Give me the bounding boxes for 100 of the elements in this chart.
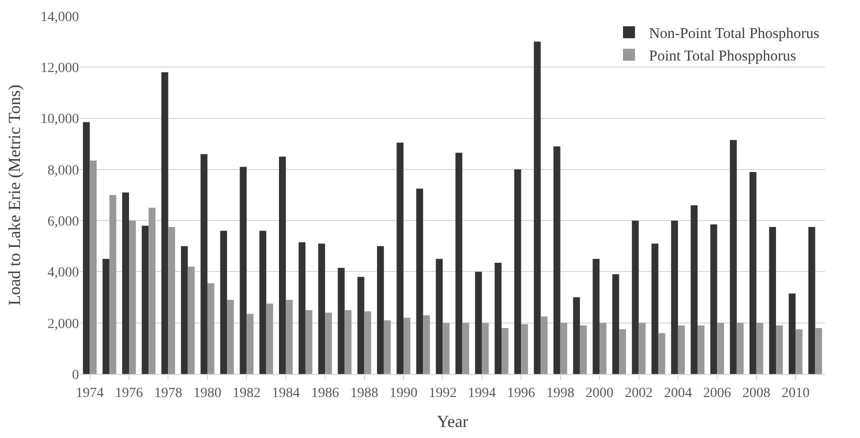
- legend-label: Point Total Phospphorus: [649, 48, 796, 65]
- bar: [180, 246, 188, 374]
- bar: [148, 208, 156, 374]
- bar: [698, 325, 704, 374]
- x-tick-label: 1978: [154, 386, 182, 401]
- bar: [750, 172, 756, 374]
- bar: [142, 226, 149, 374]
- bar: [227, 300, 234, 374]
- x-tick-label: 2008: [742, 386, 770, 401]
- bar: [580, 325, 587, 374]
- y-tick-label: 8,000: [48, 163, 79, 178]
- bar: [161, 72, 168, 374]
- bar: [632, 220, 639, 374]
- x-tick-label: 2006: [703, 386, 732, 401]
- bar: [364, 311, 372, 374]
- bar: [82, 122, 90, 374]
- bar: [220, 230, 228, 374]
- x-tick-label: 1988: [350, 386, 378, 401]
- bar: [207, 283, 214, 374]
- x-tick-label: 1984: [272, 386, 300, 401]
- bar: [168, 226, 176, 374]
- y-tick-label: 10,000: [40, 112, 79, 128]
- bar: [494, 262, 502, 374]
- bar: [403, 318, 410, 374]
- bar: [305, 310, 312, 374]
- x-tick-label: 1976: [115, 386, 144, 401]
- bar: [651, 244, 658, 374]
- bar: [612, 274, 620, 374]
- y-tick-label: 6,000: [48, 214, 79, 230]
- bar: [592, 258, 600, 374]
- bar: [298, 242, 306, 374]
- bar: [109, 195, 116, 374]
- bar: [455, 152, 462, 374]
- bar: [259, 230, 266, 374]
- bar: [475, 272, 482, 374]
- bar: [396, 142, 404, 374]
- bar: [278, 156, 286, 374]
- bar: [240, 166, 247, 374]
- bar: [796, 329, 802, 374]
- bar: [188, 266, 195, 374]
- y-tick-label: 14,000: [40, 10, 79, 25]
- bar: [808, 226, 816, 374]
- bar: [671, 220, 678, 374]
- bar: [90, 160, 97, 374]
- bar: [502, 328, 508, 374]
- x-tick-label: 2010: [782, 386, 810, 401]
- bar: [462, 322, 470, 374]
- x-tick-label: 1986: [311, 386, 340, 401]
- x-tick-label: 1974: [76, 386, 104, 401]
- bar: [534, 42, 541, 374]
- bar: [521, 324, 528, 374]
- x-tick-label: 1998: [546, 386, 574, 401]
- bar: [266, 304, 274, 374]
- x-tick-label: 1994: [468, 386, 496, 401]
- bar: [710, 224, 718, 374]
- bar: [658, 333, 666, 374]
- bar: [540, 316, 548, 374]
- x-tick-label: 2002: [624, 386, 653, 401]
- x-tick-label: 1992: [428, 386, 457, 401]
- bar: [815, 328, 822, 374]
- bar: [318, 244, 326, 374]
- x-tick-label: 1980: [193, 386, 222, 401]
- x-tick-label: 1996: [507, 386, 536, 401]
- legend-label: Non-Point Total Phosphorus: [649, 26, 820, 42]
- bar: [619, 329, 626, 374]
- bar: [325, 312, 332, 374]
- x-tick-label: 2000: [586, 386, 614, 401]
- y-tick-label: 4,000: [48, 266, 79, 281]
- y-tick-label: 2,000: [48, 316, 79, 332]
- bar: [122, 192, 130, 374]
- bar: [442, 322, 450, 374]
- x-axis-title: Year: [436, 412, 468, 432]
- x-tick-label: 1990: [389, 386, 418, 401]
- bar: [357, 276, 364, 374]
- bar: [638, 322, 646, 374]
- bar: [600, 322, 606, 374]
- bar: [200, 154, 208, 374]
- bar: [769, 226, 776, 374]
- bar: [776, 325, 783, 374]
- bar: [736, 322, 744, 374]
- bar: [514, 169, 522, 374]
- bar: [678, 325, 685, 374]
- bar: [730, 140, 737, 374]
- y-tick-label: 12,000: [40, 61, 79, 76]
- bar: [690, 205, 698, 374]
- bar: [286, 300, 293, 374]
- bar: [756, 322, 764, 374]
- bar: [553, 146, 560, 374]
- bar: [788, 293, 796, 374]
- bar: [482, 322, 489, 374]
- y-tick-label: 0: [72, 368, 79, 383]
- bar: [344, 310, 352, 374]
- bar: [129, 220, 136, 374]
- bar: [560, 322, 568, 374]
- bar: [573, 297, 580, 374]
- bar: [436, 258, 443, 374]
- x-tick-label: 2004: [664, 386, 692, 401]
- bar: [423, 315, 430, 374]
- bar: [377, 246, 384, 374]
- bar: [416, 188, 424, 374]
